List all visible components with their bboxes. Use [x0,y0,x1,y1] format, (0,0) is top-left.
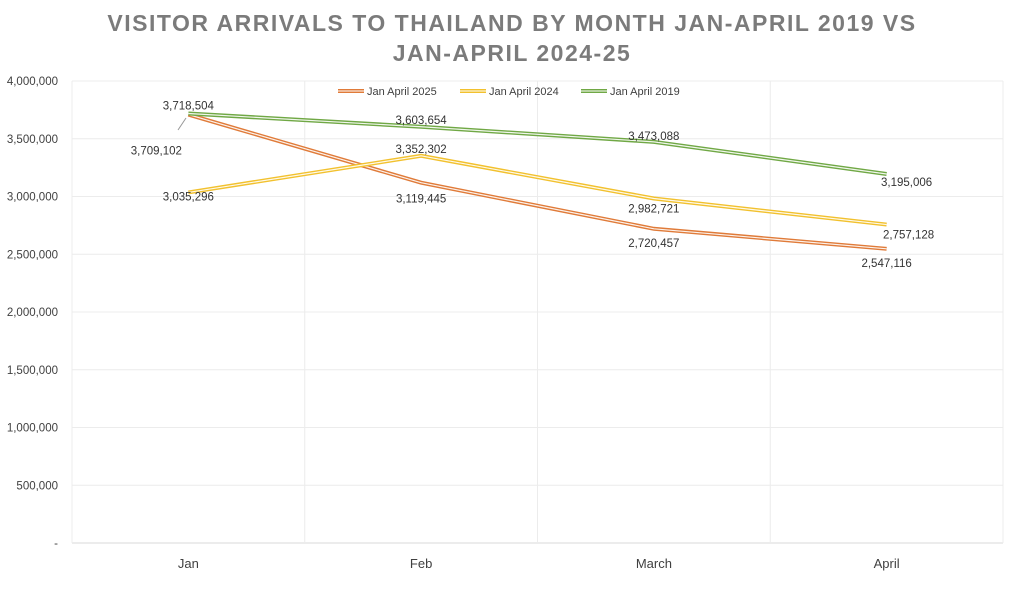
data-label: 2,757,128 [883,230,934,242]
data-label: 2,547,116 [861,258,911,270]
y-tick-label: 1,000,000 [7,423,58,435]
leader-line [177,117,187,131]
data-label: 3,195,006 [881,177,932,189]
legend-label: Jan April 2024 [489,86,559,98]
data-label: 3,473,088 [628,131,679,143]
y-tick-label: 3,000,000 [7,192,58,204]
x-tick-label: March [636,556,672,571]
y-tick-label: 2,000,000 [7,307,58,319]
data-label: 3,718,504 [163,101,215,113]
chart-title-line-1: VISITOR ARRIVALS TO THAILAND BY MONTH JA… [107,10,917,36]
data-label: 3,119,445 [396,194,446,206]
x-tick-label: Jan [178,556,199,571]
y-tick-label: 1,500,000 [7,365,58,377]
legend-label: Jan April 2025 [367,86,437,98]
series-line-inner [188,112,887,175]
y-tick-label: - [54,538,58,550]
y-tick-label: 3,500,000 [7,134,58,146]
x-tick-label: Feb [410,556,432,571]
series-line-inner [188,114,887,250]
data-label: 3,709,102 [131,146,182,158]
series-line-inner [188,155,887,226]
legend-label: Jan April 2019 [610,86,680,98]
y-tick-label: 2,500,000 [7,249,58,261]
x-tick-label: April [874,556,900,571]
chart-title: VISITOR ARRIVALS TO THAILAND BY MONTH JA… [0,8,1024,68]
y-tick-label: 4,000,000 [7,76,58,88]
data-label: 2,720,457 [628,238,679,250]
chart-title-line-2: JAN-APRIL 2024-25 [392,40,632,66]
y-tick-label: 500,000 [16,480,58,492]
data-label: 2,982,721 [628,203,679,215]
data-label: 3,352,302 [396,144,447,156]
data-label: 3,603,654 [396,115,448,127]
data-label: 3,035,296 [163,191,214,203]
